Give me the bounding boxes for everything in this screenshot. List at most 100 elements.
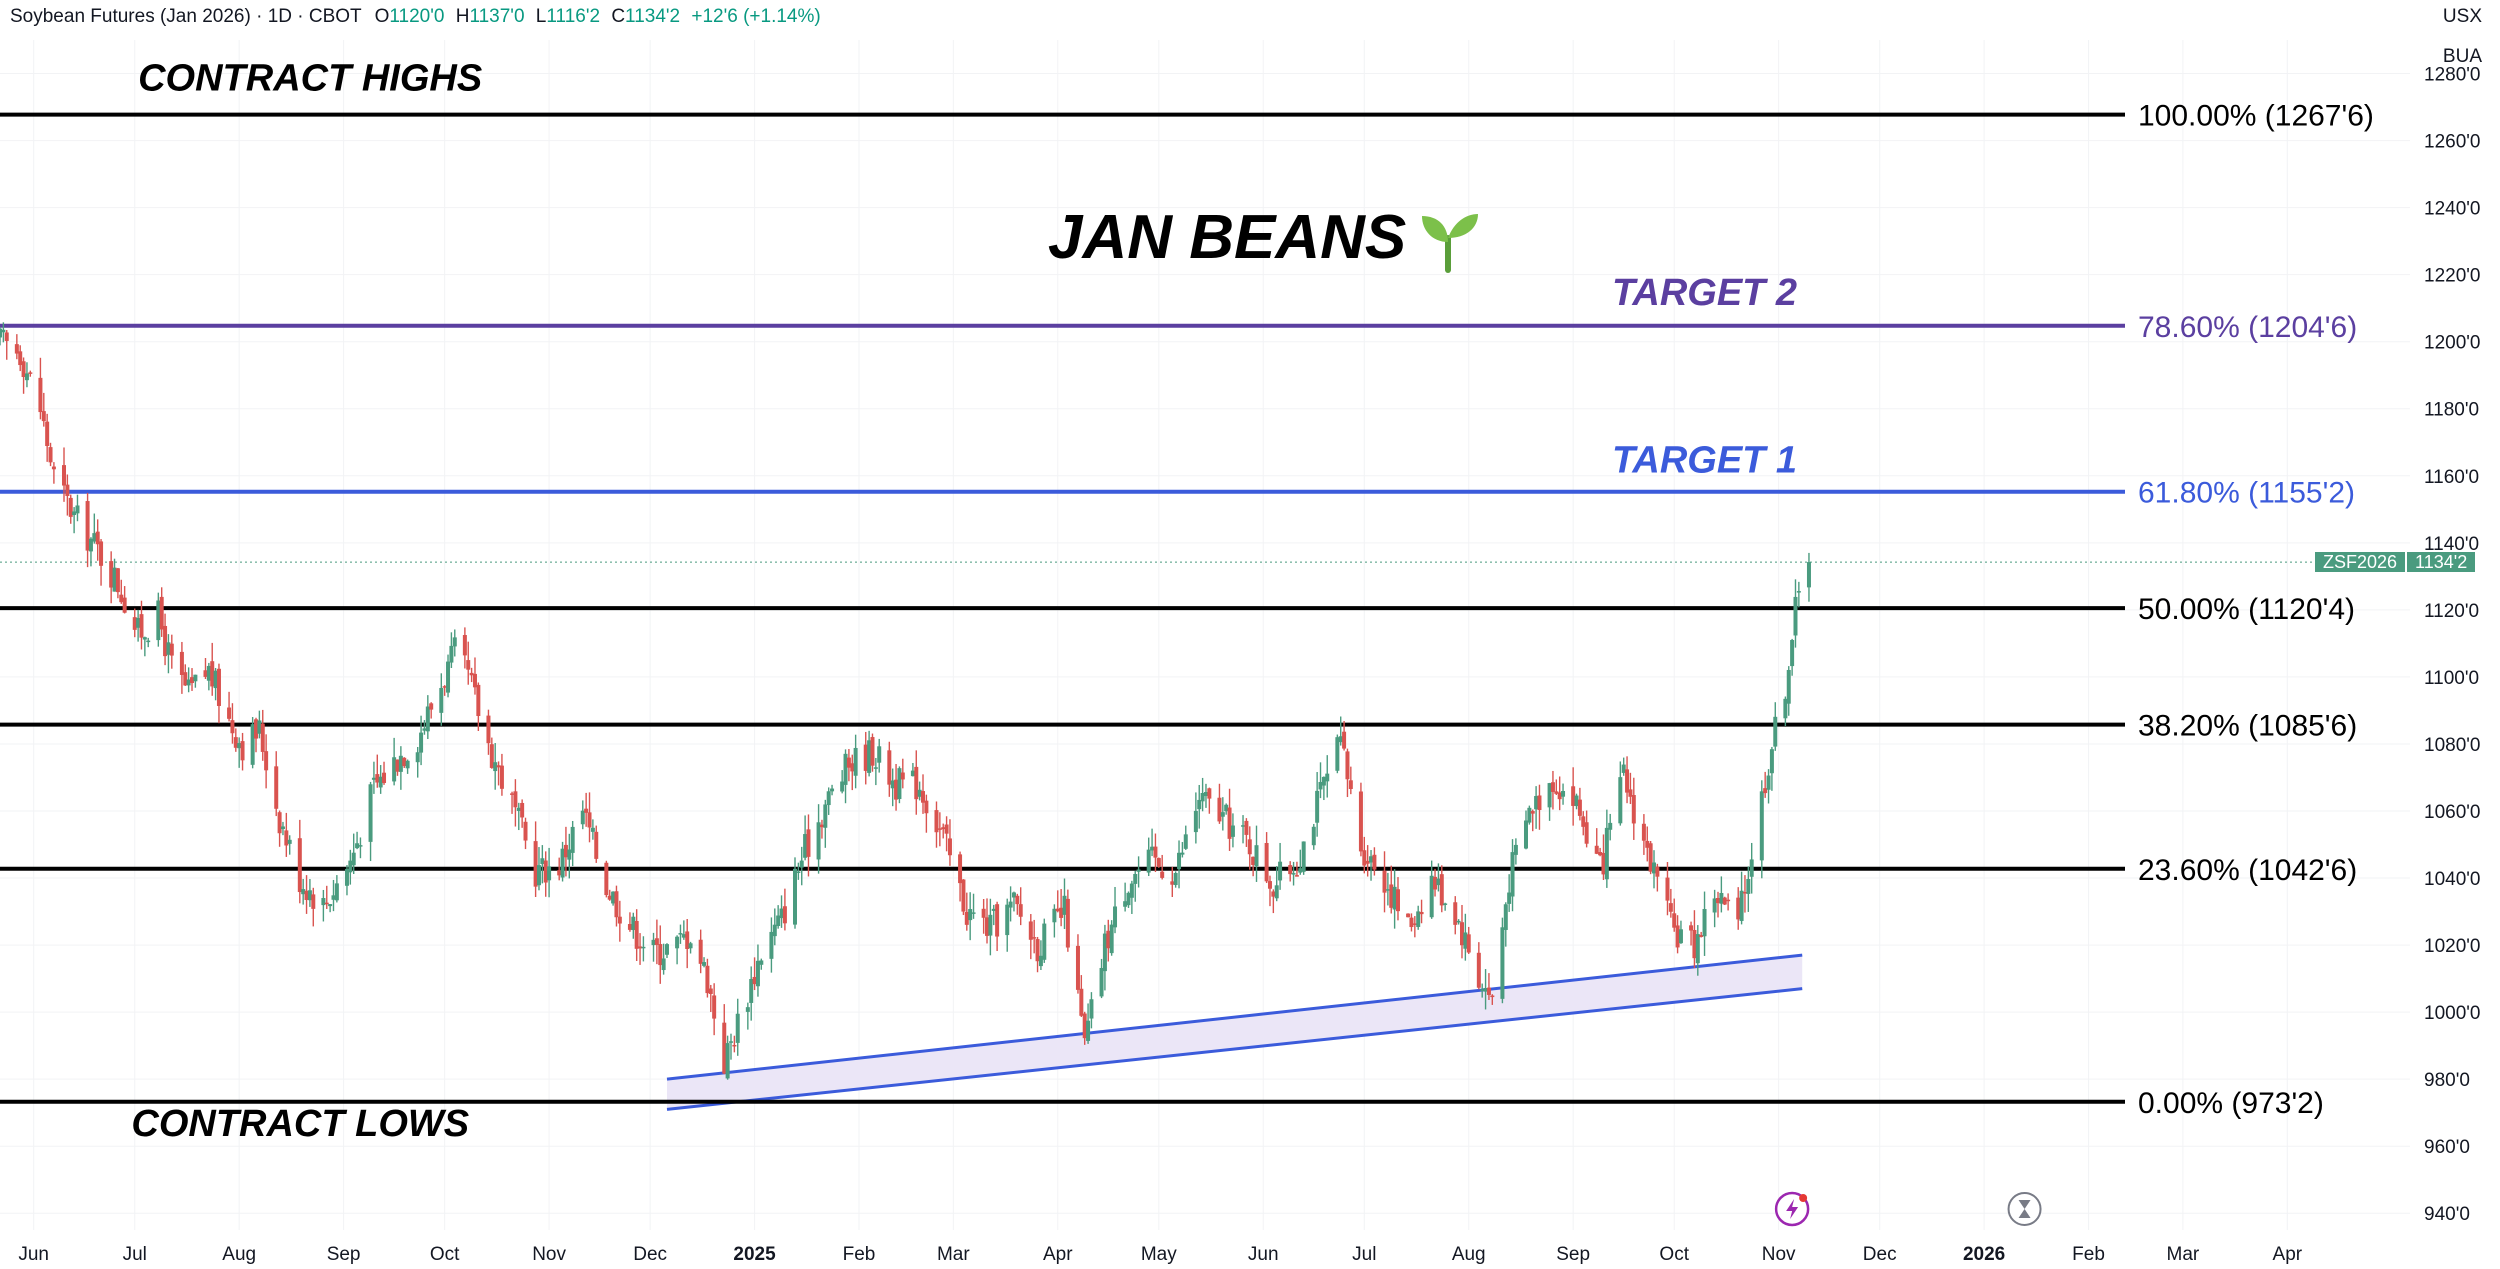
high-value: 1137'0 <box>469 6 525 27</box>
candle-body <box>1230 825 1235 837</box>
candle-body <box>1338 736 1343 743</box>
candle-body <box>611 891 616 904</box>
candle-body <box>1035 939 1040 962</box>
candle-body <box>1136 869 1141 872</box>
candle-body <box>1456 920 1461 923</box>
icon-bolt <box>1786 1199 1799 1219</box>
candle-body <box>1082 1013 1087 1039</box>
candle-body <box>166 642 171 655</box>
candle-body <box>1362 850 1367 866</box>
candle-body <box>1608 822 1613 830</box>
candle-body <box>964 911 969 925</box>
candle-body <box>1486 987 1491 995</box>
candle-body <box>1746 878 1751 894</box>
symbol-title[interactable]: Soybean Futures (Jan 2026) · 1D · CBOT <box>10 6 362 27</box>
candle-body <box>1409 917 1414 928</box>
candle-body <box>584 808 589 813</box>
candle-body <box>543 860 548 883</box>
candle-body <box>395 759 400 772</box>
candle-body <box>1416 911 1421 927</box>
candle-body <box>1689 925 1694 931</box>
x-tick-label: Aug <box>1452 1244 1486 1265</box>
candle-body <box>1052 908 1057 923</box>
candle-body <box>1321 776 1326 786</box>
y-tick-label: 1180'0 <box>2424 400 2479 421</box>
candle-body <box>853 747 858 776</box>
candle-body <box>1086 1020 1091 1041</box>
candle-body <box>685 931 690 949</box>
candle-body <box>803 834 808 858</box>
fib-level-label: 50.00% (1120'4) <box>2138 593 2355 626</box>
fib-level-label: 61.80% (1155'2) <box>2138 477 2355 510</box>
candle-body <box>826 791 831 806</box>
candle-body <box>1598 852 1603 856</box>
candle-body <box>1742 891 1747 894</box>
candle-body <box>1133 873 1138 884</box>
candle-body <box>702 962 707 966</box>
y-tick-label: 1020'0 <box>2424 936 2480 957</box>
candle-body <box>1513 844 1518 855</box>
candle-body <box>1625 769 1630 793</box>
candle-body <box>446 661 451 693</box>
x-tick-label: Dec <box>1863 1244 1897 1265</box>
candle-body <box>1062 895 1067 915</box>
candle-body <box>664 944 669 955</box>
candle-body <box>1429 875 1434 918</box>
candle-body <box>1065 898 1070 948</box>
symbol-header[interactable]: Soybean Futures (Jan 2026) · 1D · CBOT O… <box>10 6 821 28</box>
candle-body <box>1274 885 1279 899</box>
candle-body <box>638 946 643 949</box>
price-axis[interactable]: 940'0 960'0 980'0 1000'0 1020'0 1040'0 1060'0 1… <box>2424 65 2480 1226</box>
fib-level-label: 38.20% (1085'6) <box>2138 710 2357 743</box>
candle-body <box>1527 807 1532 823</box>
candle-body <box>476 684 481 717</box>
candle-body <box>563 844 568 858</box>
candle-body <box>136 617 141 628</box>
candle-body <box>415 752 420 763</box>
candle-body <box>776 915 781 927</box>
candle-body <box>146 640 151 643</box>
candle-body <box>183 672 188 686</box>
candle-body <box>631 916 636 931</box>
candle-body <box>429 703 434 710</box>
change-value: +12'6 (+1.14%) <box>691 6 821 27</box>
candle-body <box>203 670 208 677</box>
icon-dot <box>1799 1194 1808 1202</box>
candle-body <box>159 596 164 630</box>
candle-body <box>422 728 427 731</box>
chart-annotation: TARGET 1 <box>1612 439 1797 481</box>
channel-fill <box>666 955 1803 1110</box>
candle-body <box>493 762 498 772</box>
candle-body <box>1652 862 1657 874</box>
x-tick-label: 2025 <box>733 1244 776 1265</box>
candle-body <box>745 1007 750 1012</box>
y-tick-label: 1080'0 <box>2424 735 2480 756</box>
quantity-unit[interactable]: BUA <box>2442 46 2482 67</box>
hourglass-icon <box>2007 1192 2042 1226</box>
candle-body <box>227 707 232 719</box>
candle-body <box>654 938 659 945</box>
time-axis[interactable]: Jun Jul Aug Sep Oct Nov Dec 2025 Feb Mar Apr May Jun… <box>18 1244 2302 1265</box>
bottom-event-icons[interactable] <box>1774 1191 2042 1227</box>
candle-body <box>1463 932 1468 949</box>
candle-body <box>1291 873 1296 875</box>
candle-body <box>1392 886 1397 910</box>
candle-body <box>560 848 565 878</box>
candle-body <box>1466 934 1471 953</box>
channel-lower-line <box>666 987 1803 1111</box>
candle-body <box>958 854 963 884</box>
close-value: 1134'2 <box>625 6 681 27</box>
candle-body <box>755 960 760 987</box>
candle-body <box>782 906 787 924</box>
candle-body <box>1507 892 1512 904</box>
currency-unit[interactable]: USX <box>2442 6 2482 27</box>
candle-body <box>92 533 97 542</box>
candle-body <box>590 827 595 832</box>
candle-body <box>1480 989 1485 991</box>
candle-body <box>1267 881 1272 889</box>
candle-body <box>1079 988 1084 1016</box>
y-tick-label: 1240'0 <box>2424 199 2480 220</box>
candle-body <box>14 344 19 354</box>
candle-body <box>1382 870 1387 893</box>
